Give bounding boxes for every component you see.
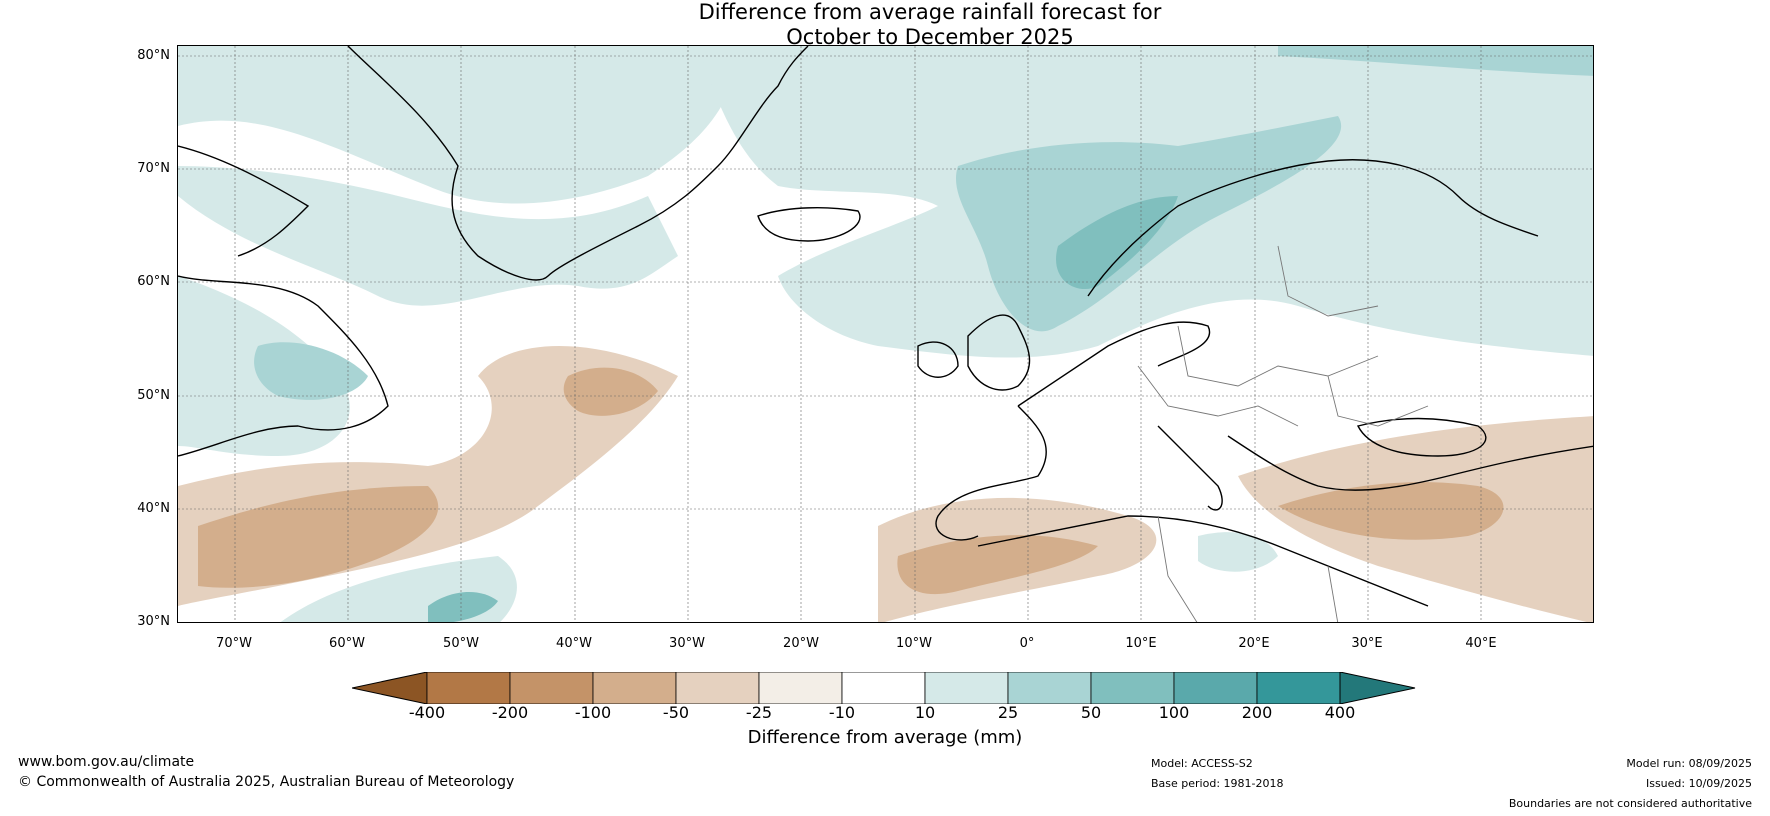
national-boundaries: [1137, 245, 1429, 622]
colorbar-segment: [841, 672, 926, 704]
colorbar-segment: [758, 672, 843, 704]
lon-label-0: 0°: [1019, 636, 1035, 651]
colorbar-segment: [1256, 672, 1341, 704]
wet-region-labrador-deep: [254, 342, 368, 400]
colorbar-segment: [426, 672, 511, 704]
coastline-canada-north: [178, 145, 310, 257]
boundary-6: [1327, 565, 1339, 622]
lon-label-10w: 10°W: [896, 636, 932, 651]
map-canvas: [178, 46, 1593, 622]
colorbar-arrow-low: [352, 672, 428, 704]
footer-boundaries-note: Boundaries are not considered authoritat…: [1508, 797, 1752, 810]
lon-label-60w: 60°W: [329, 636, 365, 651]
colorbar: [352, 672, 1416, 704]
coastline-labrador: [178, 275, 389, 457]
coastline-britain: [967, 314, 1031, 391]
wet-anomaly-regions: [178, 46, 1593, 622]
colorbar-segment: [592, 672, 677, 704]
boundary-2: [1137, 365, 1299, 427]
colorbar-segment: [924, 672, 1009, 704]
colorbar-arrow-high: [1339, 672, 1416, 704]
graticule: [178, 46, 1593, 622]
lat-label-70n: 70°N: [137, 161, 170, 176]
dry-region-atlantic-core: [198, 486, 439, 588]
wet-region-greenland-south: [178, 166, 678, 306]
boundary-3: [1277, 245, 1379, 317]
colorbar-tick-label: 50: [1080, 703, 1102, 722]
footer-copyright: © Commonwealth of Australia 2025, Austra…: [18, 774, 515, 790]
lon-label-70w: 70°W: [216, 636, 252, 651]
colorbar-tick-label: -50: [662, 703, 690, 722]
coastline-black-sea: [1356, 417, 1487, 457]
lon-label-30w: 30°W: [669, 636, 705, 651]
coastline-norway: [1087, 159, 1539, 297]
coastlines: [178, 46, 1593, 607]
wet-region-med: [1198, 532, 1278, 572]
coastline-balkans-turkey: [1227, 435, 1593, 491]
lon-label-40w: 40°W: [556, 636, 592, 651]
coastline-iceland: [757, 207, 861, 242]
dry-region-atlantic-mid: [563, 367, 658, 416]
lon-label-20w: 20°W: [783, 636, 819, 651]
colorbar-tick-label: 10: [914, 703, 936, 722]
lon-label-20e: 20°E: [1238, 636, 1270, 651]
footer-url[interactable]: www.bom.gov.au/climate: [18, 754, 195, 770]
colorbar-segments: [352, 672, 1416, 704]
title-line-1: Difference from average rainfall forecas…: [698, 0, 1162, 24]
coastline-greenland: [347, 46, 809, 281]
rainfall-map: [177, 45, 1594, 623]
dry-region-africa-core: [897, 535, 1098, 595]
wet-region-barents: [1278, 46, 1593, 76]
colorbar-tick-label: -200: [491, 703, 529, 722]
lat-label-30n: 30°N: [137, 614, 170, 629]
coastline-italy: [1157, 425, 1223, 511]
coastline-ireland: [917, 341, 959, 378]
map-title: Difference from average rainfall forecas…: [0, 0, 1770, 50]
colorbar-segment: [1090, 672, 1175, 704]
lat-label-50n: 50°N: [137, 388, 170, 403]
coastline-north-africa: [977, 515, 1429, 607]
colorbar-tick-label: -400: [408, 703, 446, 722]
colorbar-tick-label: -10: [828, 703, 856, 722]
colorbar-segment: [1173, 672, 1258, 704]
colorbar-tick-label: -25: [745, 703, 773, 722]
boundary-4: [1327, 375, 1429, 427]
colorbar-tick-label: -100: [574, 703, 612, 722]
lon-label-40e: 40°E: [1465, 636, 1497, 651]
colorbar-tick-label: 25: [997, 703, 1019, 722]
lat-label-80n: 80°N: [137, 48, 170, 63]
colorbar-tick-label: 400: [1324, 703, 1356, 722]
footer-model: Model: ACCESS-S2: [1151, 757, 1253, 770]
lon-label-30e: 30°E: [1351, 636, 1383, 651]
boundary-5: [1157, 515, 1198, 622]
footer-model-run: Model run: 08/09/2025: [1626, 757, 1752, 770]
coastline-europe: [1017, 321, 1211, 407]
wet-region-north: [178, 46, 738, 204]
lat-label-60n: 60°N: [137, 274, 170, 289]
colorbar-segment: [509, 672, 594, 704]
wet-region-norway-core: [1056, 196, 1178, 290]
colorbar-segment: [675, 672, 760, 704]
wet-region-atlantic-sw-deep: [428, 591, 498, 622]
footer-base-period: Base period: 1981-2018: [1151, 777, 1284, 790]
dry-region-turkey-core: [1278, 482, 1504, 540]
boundary-1: [1177, 325, 1379, 387]
dry-anomaly-regions: [178, 346, 1593, 622]
lat-label-40n: 40°N: [137, 501, 170, 516]
footer-issued: Issued: 10/09/2025: [1645, 777, 1752, 790]
lon-label-50w: 50°W: [443, 636, 479, 651]
colorbar-tick-label: 200: [1241, 703, 1273, 722]
coastline-iberia: [935, 405, 1047, 541]
colorbar-label: Difference from average (mm): [747, 727, 1023, 748]
lon-label-10e: 10°E: [1125, 636, 1157, 651]
colorbar-segment: [1007, 672, 1092, 704]
colorbar-tick-label: 100: [1158, 703, 1190, 722]
